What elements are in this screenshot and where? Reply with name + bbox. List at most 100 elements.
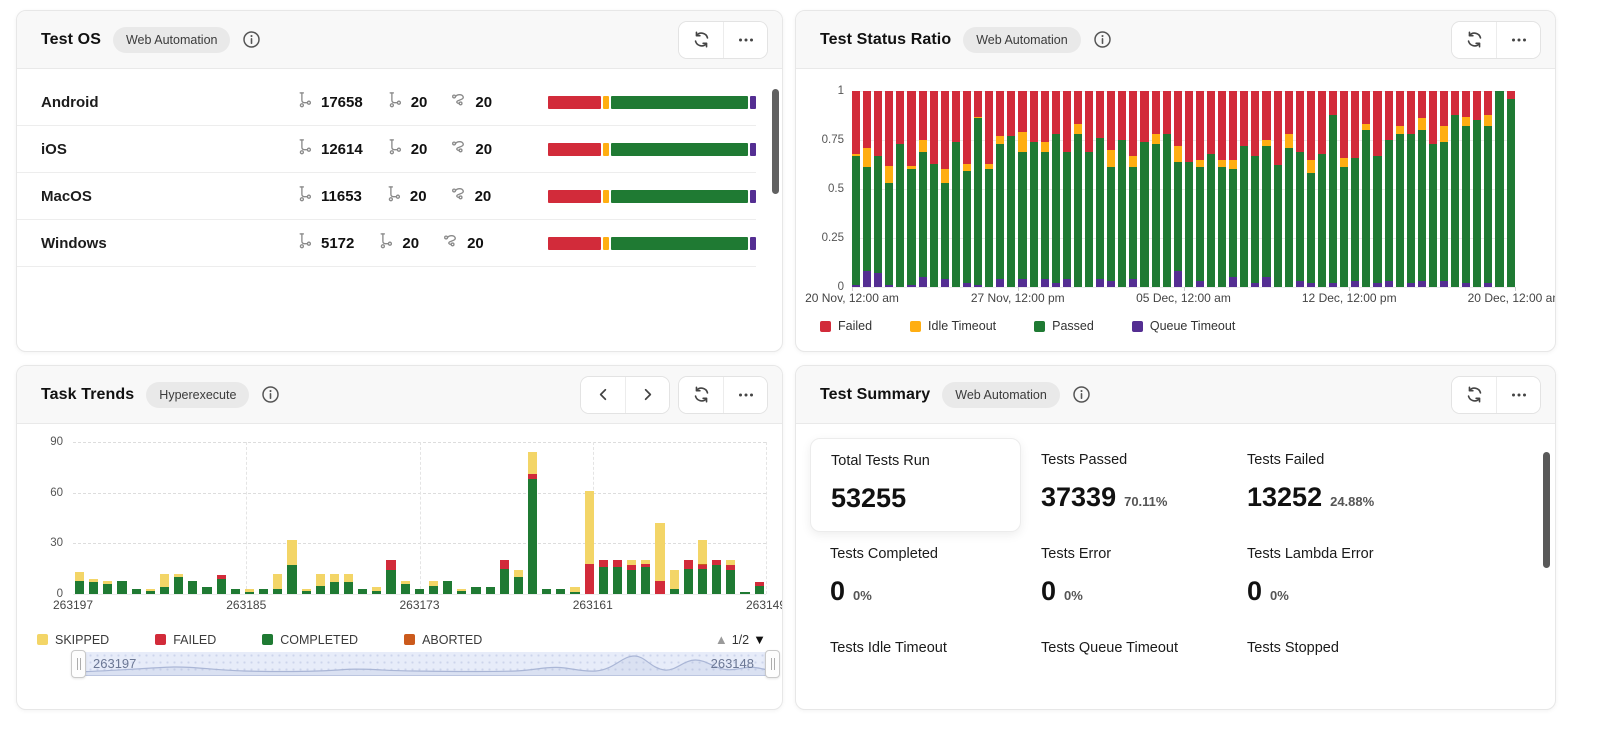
trend-bar[interactable]: [570, 442, 579, 594]
trend-bar[interactable]: [429, 442, 438, 594]
ratio-bar[interactable]: [1041, 91, 1049, 287]
os-status-bar[interactable]: [548, 190, 756, 203]
more-options-button[interactable]: [723, 22, 767, 58]
ratio-bar[interactable]: [1262, 91, 1270, 287]
ratio-bar[interactable]: [1495, 91, 1503, 287]
refresh-button[interactable]: [679, 377, 723, 413]
trend-bar[interactable]: [202, 442, 211, 594]
ratio-bar[interactable]: [896, 91, 904, 287]
trend-bar[interactable]: [401, 442, 410, 594]
trend-bar[interactable]: [146, 442, 155, 594]
ratio-bar[interactable]: [985, 91, 993, 287]
ratio-bar[interactable]: [1129, 91, 1137, 287]
ratio-bar[interactable]: [1440, 91, 1448, 287]
trend-bar[interactable]: [712, 442, 721, 594]
ratio-bar[interactable]: [1196, 91, 1204, 287]
more-options-button[interactable]: [723, 377, 767, 413]
trend-bar[interactable]: [457, 442, 466, 594]
ratio-bar[interactable]: [852, 91, 860, 287]
trend-bar[interactable]: [471, 442, 480, 594]
trend-bar[interactable]: [287, 442, 296, 594]
trend-bar[interactable]: [542, 442, 551, 594]
trend-bar[interactable]: [160, 442, 169, 594]
ratio-bar[interactable]: [907, 91, 915, 287]
ratio-bar[interactable]: [1118, 91, 1126, 287]
trend-bar[interactable]: [514, 442, 523, 594]
ratio-bar[interactable]: [963, 91, 971, 287]
ratio-bar[interactable]: [1052, 91, 1060, 287]
trend-bar[interactable]: [613, 442, 622, 594]
ratio-bar[interactable]: [1218, 91, 1226, 287]
more-options-button[interactable]: [1496, 22, 1540, 58]
trend-bar[interactable]: [627, 442, 636, 594]
scrollbar-thumb[interactable]: [1543, 452, 1550, 568]
trend-bar[interactable]: [188, 442, 197, 594]
ratio-bar[interactable]: [1096, 91, 1104, 287]
trend-bar[interactable]: [684, 442, 693, 594]
legend-item-aborted[interactable]: ABORTED: [404, 633, 482, 647]
ratio-bar[interactable]: [1063, 91, 1071, 287]
trend-bar[interactable]: [740, 442, 749, 594]
legend-item-skipped[interactable]: SKIPPED: [37, 633, 109, 647]
trend-bar[interactable]: [599, 442, 608, 594]
ratio-bar[interactable]: [1407, 91, 1415, 287]
os-status-bar[interactable]: [548, 143, 756, 156]
ratio-bar[interactable]: [1085, 91, 1093, 287]
ratio-bar[interactable]: [1163, 91, 1171, 287]
ratio-bar[interactable]: [1251, 91, 1259, 287]
trend-bar[interactable]: [655, 442, 664, 594]
prev-page-button[interactable]: [581, 377, 625, 413]
ratio-bar[interactable]: [1329, 91, 1337, 287]
os-status-bar[interactable]: [548, 237, 756, 250]
ratio-bar[interactable]: [996, 91, 1004, 287]
ratio-bar[interactable]: [1185, 91, 1193, 287]
stat-total-tests-run[interactable]: Total Tests Run53255: [810, 438, 1021, 532]
trend-bar[interactable]: [302, 442, 311, 594]
trend-bar[interactable]: [174, 442, 183, 594]
ratio-bar[interactable]: [1484, 91, 1492, 287]
ratio-bar[interactable]: [1507, 91, 1515, 287]
slider-left-handle[interactable]: [71, 650, 86, 678]
ratio-bar[interactable]: [885, 91, 893, 287]
refresh-button[interactable]: [679, 22, 723, 58]
next-page-button[interactable]: [625, 377, 669, 413]
trend-bar[interactable]: [372, 442, 381, 594]
ratio-bar[interactable]: [1152, 91, 1160, 287]
info-icon[interactable]: [242, 30, 261, 49]
slider-right-handle[interactable]: [765, 650, 780, 678]
trend-bar[interactable]: [500, 442, 509, 594]
legend-item-failed[interactable]: Failed: [820, 319, 872, 333]
legend-item-completed[interactable]: COMPLETED: [262, 633, 358, 647]
ratio-bar[interactable]: [1385, 91, 1393, 287]
trend-bar[interactable]: [217, 442, 226, 594]
trend-bar[interactable]: [556, 442, 565, 594]
ratio-bar[interactable]: [1030, 91, 1038, 287]
trend-bar[interactable]: [330, 442, 339, 594]
trend-bar[interactable]: [132, 442, 141, 594]
trend-bar[interactable]: [641, 442, 650, 594]
ratio-bar[interactable]: [1107, 91, 1115, 287]
trend-bar[interactable]: [386, 442, 395, 594]
legend-item-failed[interactable]: FAILED: [155, 633, 216, 647]
page-down-icon[interactable]: ▼: [753, 632, 766, 647]
trend-bar[interactable]: [585, 442, 594, 594]
ratio-bar[interactable]: [1018, 91, 1026, 287]
ratio-bar[interactable]: [1462, 91, 1470, 287]
ratio-bar[interactable]: [1473, 91, 1481, 287]
ratio-bar[interactable]: [1274, 91, 1282, 287]
trend-bar[interactable]: [75, 442, 84, 594]
info-icon[interactable]: [1072, 385, 1091, 404]
trend-bar[interactable]: [358, 442, 367, 594]
trend-bar[interactable]: [698, 442, 707, 594]
ratio-bar[interactable]: [1296, 91, 1304, 287]
trend-bar[interactable]: [670, 442, 679, 594]
ratio-bar[interactable]: [1140, 91, 1148, 287]
info-icon[interactable]: [1093, 30, 1112, 49]
ratio-bar[interactable]: [1318, 91, 1326, 287]
trend-bar[interactable]: [344, 442, 353, 594]
trend-bar[interactable]: [259, 442, 268, 594]
ratio-bar[interactable]: [1074, 91, 1082, 287]
trend-bar[interactable]: [316, 442, 325, 594]
ratio-bar[interactable]: [1174, 91, 1182, 287]
ratio-bar[interactable]: [1362, 91, 1370, 287]
